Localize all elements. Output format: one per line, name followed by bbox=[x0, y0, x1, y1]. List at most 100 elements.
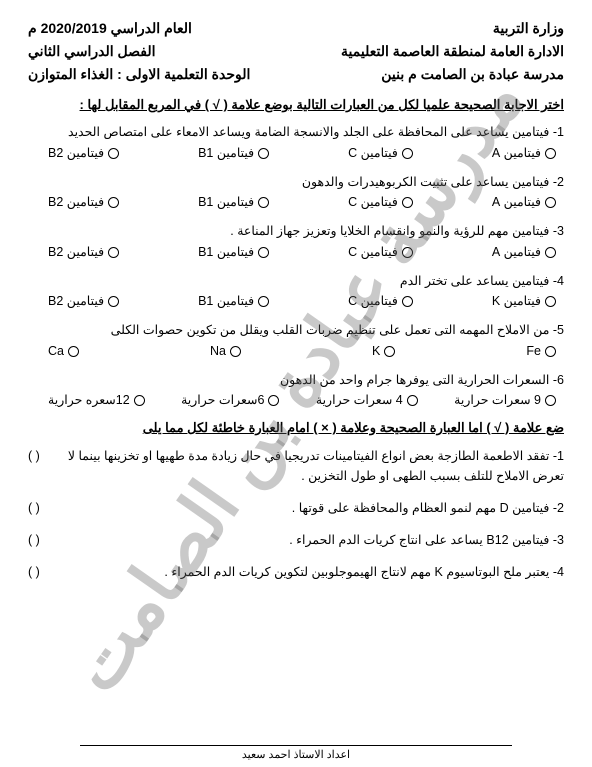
tf-item: 3- فيتامين B12 يساعد على انتاج كريات الد… bbox=[28, 530, 564, 550]
option[interactable]: فيتامين C bbox=[348, 243, 413, 262]
mcq-question: 5- من الاملاح المهمه التى تعمل على تنظيم… bbox=[28, 321, 564, 361]
radio-icon[interactable] bbox=[545, 395, 556, 406]
footer-text: اعداد الاستاذ احمد سعيد bbox=[0, 748, 592, 761]
option[interactable]: 6سعرات حرارية bbox=[181, 391, 279, 410]
option-label: 12سعره حرارية bbox=[48, 391, 130, 410]
question-text: 5- من الاملاح المهمه التى تعمل على تنظيم… bbox=[28, 321, 564, 340]
radio-icon[interactable] bbox=[258, 197, 269, 208]
question-text: 3- فيتامين مهم للرؤية والنمو وانقسام الخ… bbox=[28, 222, 564, 241]
radio-icon[interactable] bbox=[545, 296, 556, 307]
option[interactable]: فيتامين A bbox=[492, 243, 556, 262]
answer-paren[interactable]: ( ) bbox=[28, 498, 40, 518]
option[interactable]: 12سعره حرارية bbox=[48, 391, 145, 410]
section1-title: اختر الاجابة الصحيحة علميا لكل من العبار… bbox=[28, 97, 564, 113]
question-text: 1- فيتامين يساعد على المحافظة على الجلد … bbox=[28, 123, 564, 142]
document-header: وزارة التربية الادارة العامة لمنطقة العا… bbox=[28, 20, 564, 83]
tf-block: 1- تفقد الاطعمة الطازجة بعض انواع الفيتا… bbox=[28, 446, 564, 582]
options-row: Fe K Na Ca bbox=[28, 342, 564, 361]
tf-text: 1- تفقد الاطعمة الطازجة بعض انواع الفيتا… bbox=[54, 446, 564, 486]
option-label: فيتامين B1 bbox=[198, 144, 254, 163]
radio-icon[interactable] bbox=[230, 346, 241, 357]
option[interactable]: فيتامين B1 bbox=[198, 144, 269, 163]
option[interactable]: 4 سعرات حرارية bbox=[316, 391, 418, 410]
option[interactable]: فيتامين C bbox=[348, 144, 413, 163]
radio-icon[interactable] bbox=[402, 296, 413, 307]
option[interactable]: K bbox=[372, 342, 395, 361]
mcq-question: 3- فيتامين مهم للرؤية والنمو وانقسام الخ… bbox=[28, 222, 564, 262]
option-label: فيتامين B1 bbox=[198, 193, 254, 212]
option[interactable]: فيتامين B1 bbox=[198, 292, 269, 311]
option[interactable]: Fe bbox=[526, 342, 556, 361]
option-label: 4 سعرات حرارية bbox=[316, 391, 403, 410]
option[interactable]: فيتامين B2 bbox=[48, 243, 119, 262]
radio-icon[interactable] bbox=[108, 148, 119, 159]
option[interactable]: فيتامين B2 bbox=[48, 193, 119, 212]
header-right-col: وزارة التربية الادارة العامة لمنطقة العا… bbox=[341, 20, 564, 83]
tf-text: 4- يعتبر ملح البوتاسيوم K مهم لانتاج اله… bbox=[54, 562, 564, 582]
question-text: 4- فيتامين يساعد على تختر الدم bbox=[28, 272, 564, 291]
radio-icon[interactable] bbox=[384, 346, 395, 357]
option-label: فيتامين C bbox=[348, 292, 398, 311]
option[interactable]: فيتامين B1 bbox=[198, 193, 269, 212]
option[interactable]: فيتامين K bbox=[492, 292, 556, 311]
option[interactable]: Ca bbox=[48, 342, 79, 361]
option-label: فيتامين A bbox=[492, 144, 541, 163]
radio-icon[interactable] bbox=[68, 346, 79, 357]
option-label: فيتامين B1 bbox=[198, 292, 254, 311]
school-line: مدرسة عبادة بن الصامت م بنين bbox=[341, 66, 564, 83]
option[interactable]: فيتامين A bbox=[492, 193, 556, 212]
option[interactable]: فيتامين A bbox=[492, 144, 556, 163]
year-line: العام الدراسي 2020/2019 م bbox=[28, 20, 192, 37]
option[interactable]: فيتامين B1 bbox=[198, 243, 269, 262]
option-label: Fe bbox=[526, 342, 541, 361]
radio-icon[interactable] bbox=[108, 197, 119, 208]
radio-icon[interactable] bbox=[545, 247, 556, 258]
options-row: فيتامين A فيتامين C فيتامين B1 فيتامين B2 bbox=[28, 144, 564, 163]
radio-icon[interactable] bbox=[134, 395, 145, 406]
option[interactable]: فيتامين C bbox=[348, 292, 413, 311]
option-label: فيتامين A bbox=[492, 193, 541, 212]
semester-line: الفصل الدراسي الثاني bbox=[28, 43, 156, 60]
radio-icon[interactable] bbox=[545, 197, 556, 208]
directorate-line: الادارة العامة لمنطقة العاصمة التعليمية bbox=[341, 43, 564, 60]
option-label: فيتامين C bbox=[348, 243, 398, 262]
radio-icon[interactable] bbox=[108, 247, 119, 258]
radio-icon[interactable] bbox=[545, 148, 556, 159]
options-row: فيتامين A فيتامين C فيتامين B1 فيتامين B2 bbox=[28, 193, 564, 212]
option[interactable]: فيتامين C bbox=[348, 193, 413, 212]
footer-divider bbox=[80, 745, 512, 746]
option-label: فيتامين A bbox=[492, 243, 541, 262]
options-row: 9 سعرات حرارية 4 سعرات حرارية 6سعرات حراري… bbox=[28, 391, 564, 410]
mcq-block: 1- فيتامين يساعد على المحافظة على الجلد … bbox=[28, 123, 564, 410]
option-label: فيتامين C bbox=[348, 144, 398, 163]
tf-item: 4- يعتبر ملح البوتاسيوم K مهم لانتاج اله… bbox=[28, 562, 564, 582]
option-label: فيتامين B2 bbox=[48, 243, 104, 262]
radio-icon[interactable] bbox=[402, 148, 413, 159]
option-label: فيتامين B2 bbox=[48, 292, 104, 311]
option-label: K bbox=[372, 342, 380, 361]
answer-paren[interactable]: ( ) bbox=[28, 446, 40, 466]
radio-icon[interactable] bbox=[108, 296, 119, 307]
radio-icon[interactable] bbox=[258, 247, 269, 258]
tf-text: 3- فيتامين B12 يساعد على انتاج كريات الد… bbox=[54, 530, 564, 550]
option[interactable]: 9 سعرات حرارية bbox=[454, 391, 556, 410]
answer-paren[interactable]: ( ) bbox=[28, 530, 40, 550]
option[interactable]: Na bbox=[210, 342, 241, 361]
radio-icon[interactable] bbox=[402, 197, 413, 208]
option-label: 6سعرات حرارية bbox=[181, 391, 264, 410]
answer-paren[interactable]: ( ) bbox=[28, 562, 40, 582]
header-left-col: العام الدراسي 2020/2019 م الفصل الدراسي … bbox=[28, 20, 250, 83]
mcq-question: 6- السعرات الحرارية التى يوفرها جرام واح… bbox=[28, 371, 564, 411]
radio-icon[interactable] bbox=[268, 395, 279, 406]
option[interactable]: فيتامين B2 bbox=[48, 292, 119, 311]
ministry-line: وزارة التربية bbox=[341, 20, 564, 37]
mcq-question: 1- فيتامين يساعد على المحافظة على الجلد … bbox=[28, 123, 564, 163]
radio-icon[interactable] bbox=[545, 346, 556, 357]
option-label: فيتامين B2 bbox=[48, 193, 104, 212]
radio-icon[interactable] bbox=[402, 247, 413, 258]
tf-item: 2- فيتامين D مهم لنمو العظام والمحافظة ع… bbox=[28, 498, 564, 518]
radio-icon[interactable] bbox=[258, 148, 269, 159]
radio-icon[interactable] bbox=[258, 296, 269, 307]
option[interactable]: فيتامين B2 bbox=[48, 144, 119, 163]
radio-icon[interactable] bbox=[407, 395, 418, 406]
